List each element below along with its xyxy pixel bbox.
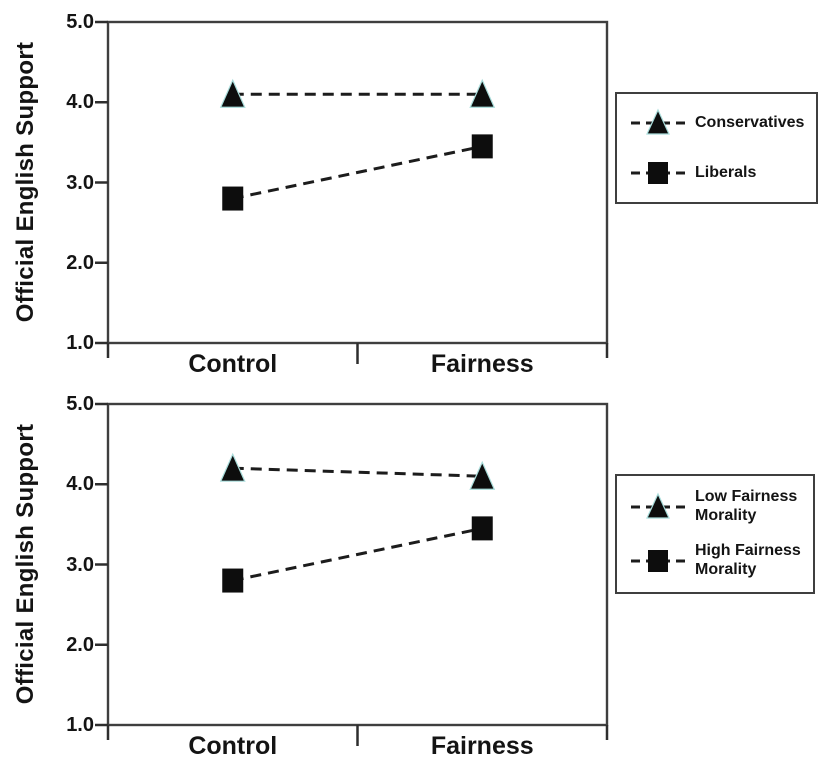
legend: Low Fairness Morality High Fairness Moral… bbox=[615, 474, 815, 594]
x-category-label: Fairness bbox=[430, 350, 534, 378]
triangle-marker-icon bbox=[646, 492, 670, 519]
series-line bbox=[232, 144, 483, 201]
y-tick-label: 4.0 bbox=[66, 473, 94, 496]
legend-line-sample bbox=[631, 162, 685, 184]
data-point-square bbox=[222, 186, 244, 211]
y-tick-label: 1.0 bbox=[66, 714, 94, 736]
plot-area bbox=[95, 402, 609, 746]
plot-frame bbox=[106, 20, 609, 345]
y-tick-label: 2.0 bbox=[66, 633, 94, 656]
data-point-triangle bbox=[219, 78, 246, 108]
plot-frame bbox=[106, 402, 609, 727]
top-chart: Official English Support Conservatives Li… bbox=[12, 11, 818, 378]
square-marker-icon bbox=[648, 162, 668, 184]
y-tick-label: 2.0 bbox=[66, 251, 94, 274]
legend-entry: Low Fairness Morality bbox=[629, 488, 801, 526]
data-point-square bbox=[471, 516, 493, 541]
x-category-label: Control bbox=[188, 350, 278, 378]
legend-entry: Liberals bbox=[629, 156, 804, 190]
plot-area bbox=[95, 20, 609, 364]
series-line bbox=[232, 466, 483, 478]
y-tick-label: 4.0 bbox=[66, 91, 94, 114]
legend-line-sample bbox=[631, 108, 685, 135]
y-tick-label: 5.0 bbox=[66, 11, 94, 33]
triangle-marker-icon bbox=[646, 108, 670, 135]
legend-line-sample bbox=[631, 549, 685, 572]
bottom-chart: Official English Support Low Fairness Mo… bbox=[0, 382, 818, 768]
legend-label: Conservatives bbox=[695, 113, 805, 131]
data-point-triangle bbox=[219, 452, 246, 482]
legend-label: Liberals bbox=[695, 163, 757, 181]
series-line bbox=[232, 526, 483, 583]
data-point-square bbox=[471, 134, 493, 159]
data-point-triangle bbox=[469, 460, 496, 490]
data-point-square bbox=[222, 568, 244, 593]
legend-label: Low Fairness Morality bbox=[695, 488, 798, 524]
y-tick-label: 3.0 bbox=[66, 171, 94, 194]
y-tick-label: 3.0 bbox=[66, 553, 94, 576]
y-tick-label: 1.0 bbox=[66, 332, 94, 354]
legend: Conservatives Liberals bbox=[615, 92, 818, 204]
legend-line-sample bbox=[631, 492, 685, 519]
legend-entry: High Fairness Morality bbox=[629, 542, 801, 580]
data-point-triangle bbox=[469, 78, 496, 108]
y-tick-label: 5.0 bbox=[66, 393, 94, 415]
x-category-label: Fairness bbox=[430, 732, 534, 760]
legend-label: High Fairness Morality bbox=[695, 541, 801, 578]
legend-entry: Conservatives bbox=[629, 106, 804, 140]
square-marker-icon bbox=[648, 549, 668, 572]
x-category-label: Control bbox=[188, 732, 278, 760]
